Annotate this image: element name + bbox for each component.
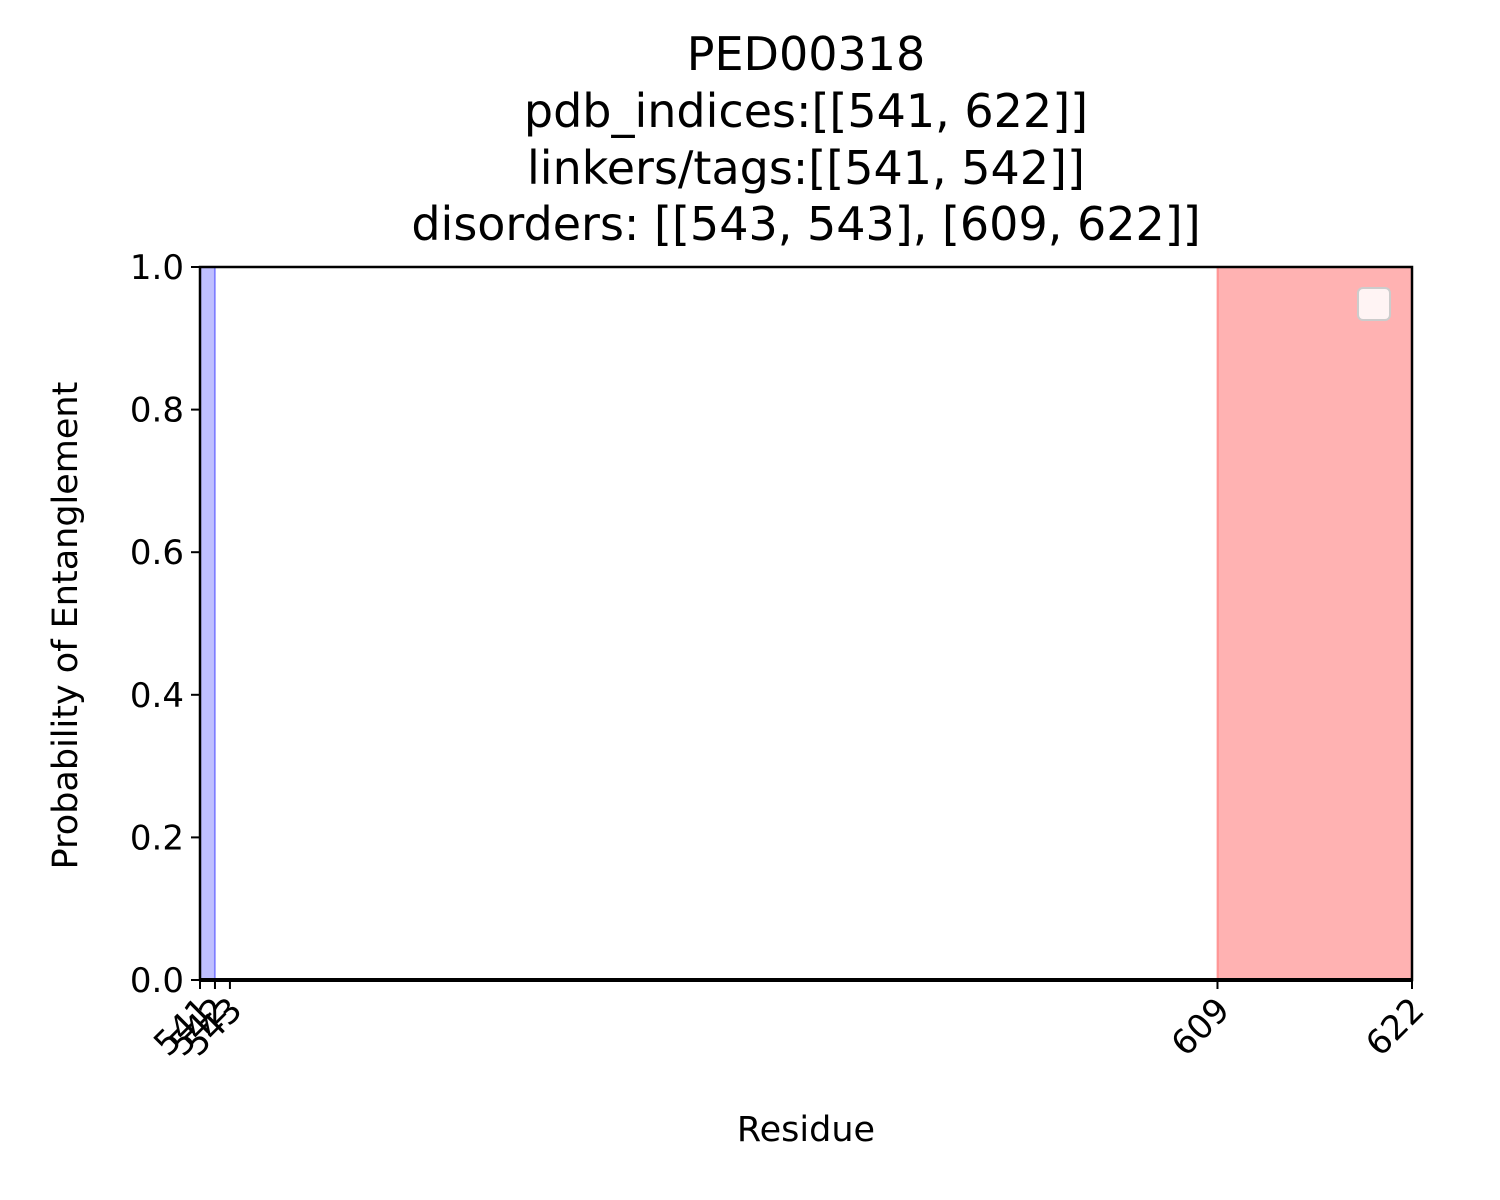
disorder-span-2 [1216, 266, 1413, 981]
y-axis-label: Probability of Entanglement [46, 382, 86, 870]
y-tick-label: 0.4 [130, 676, 184, 716]
plot-frame [198, 265, 1414, 982]
legend-box [1357, 287, 1391, 321]
title-line-4: disorders: [[543, 543], [609, 622]] [411, 197, 1200, 251]
y-tick-label: 0.2 [130, 818, 184, 858]
title-line-2: pdb_indices:[[541, 622]] [524, 84, 1088, 138]
x-tick-label: 622 [1358, 990, 1432, 1064]
title-line-1: PED00318 [687, 27, 926, 81]
y-tick-label: 0.6 [130, 533, 184, 573]
region-spans [199, 266, 1413, 981]
title-line-3: linkers/tags:[[541, 542]] [527, 141, 1085, 195]
y-tick-label: 1.0 [130, 248, 184, 288]
x-axis-label: Residue [737, 1110, 875, 1150]
y-tick-label: 0.8 [130, 391, 184, 431]
x-tick-label: 609 [1164, 990, 1238, 1064]
y-axis-ticks: 0.0 0.2 0.4 0.6 0.8 1.0 [130, 248, 200, 1001]
legend [1357, 287, 1391, 321]
linker-span-1 [199, 266, 216, 981]
y-tick-label: 0.0 [130, 961, 184, 1001]
